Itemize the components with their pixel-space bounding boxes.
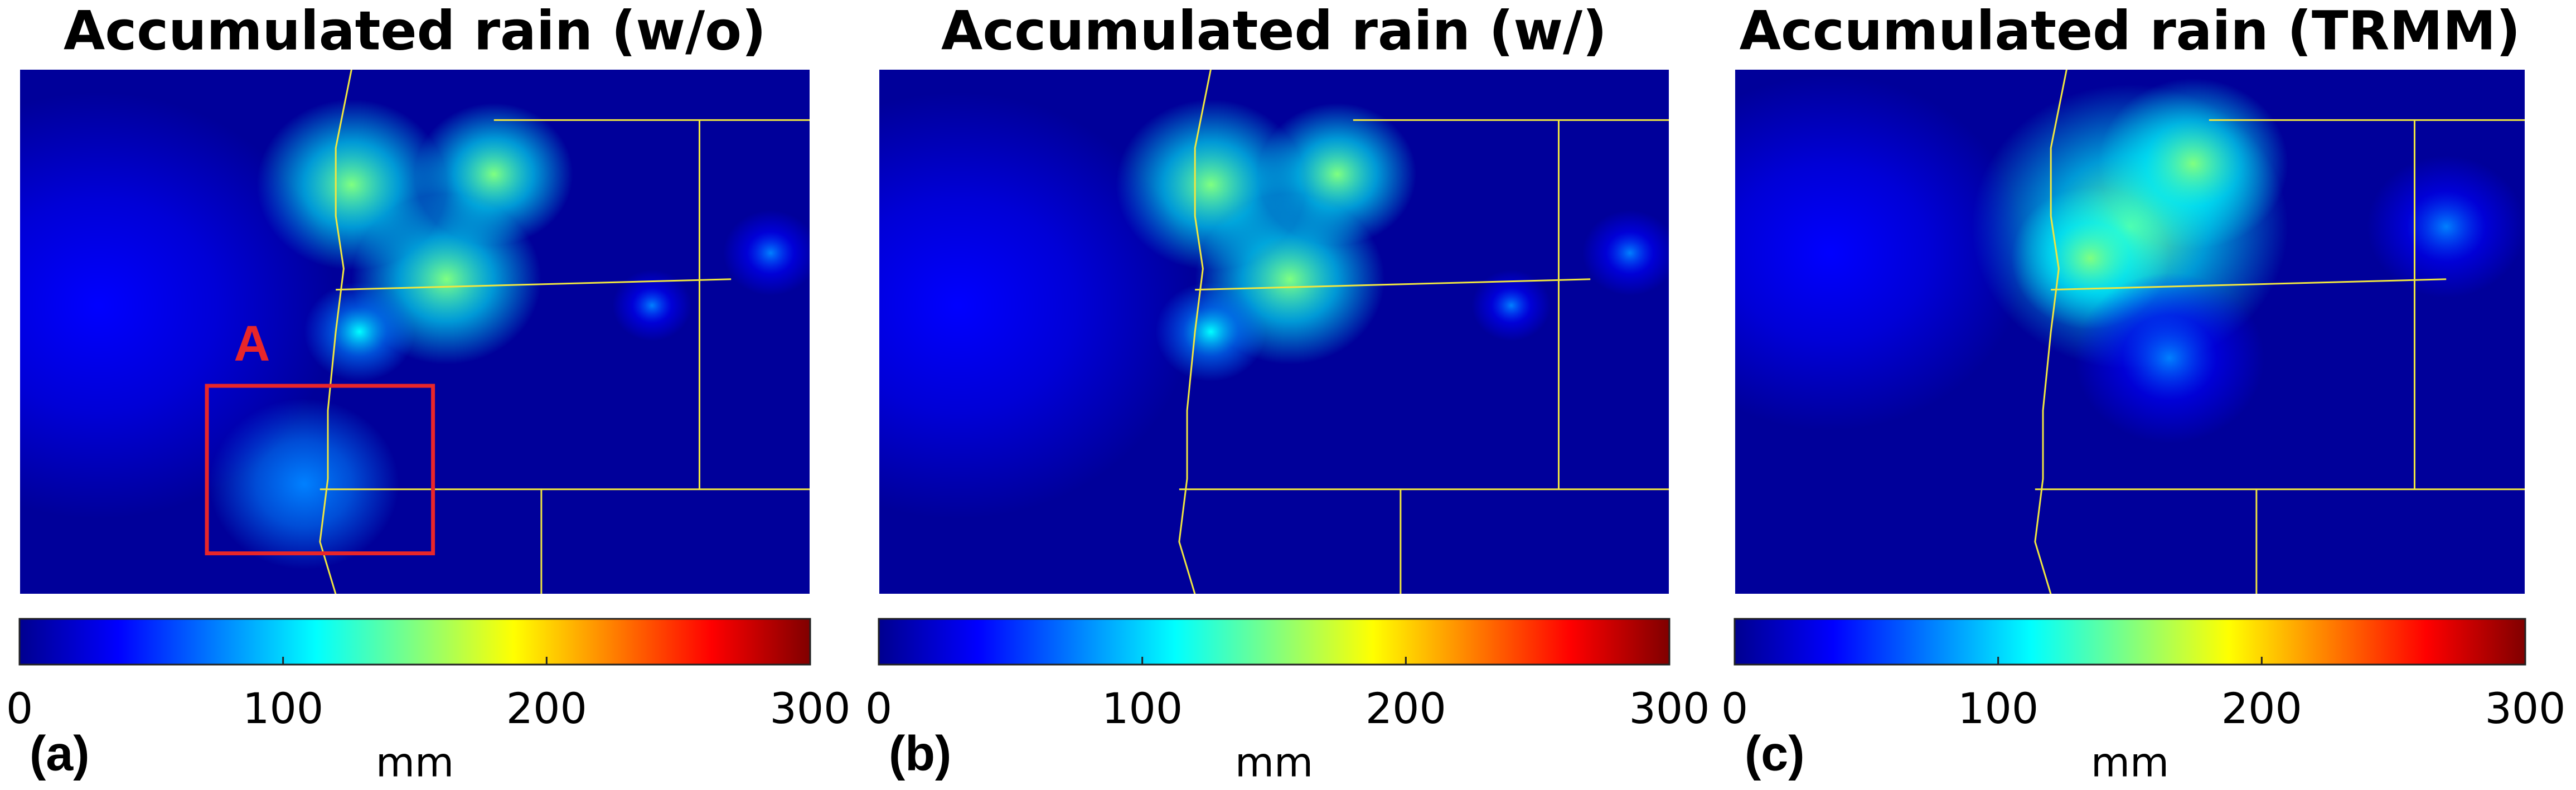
panel-label: (b) (889, 725, 951, 781)
rain-area (1471, 270, 1551, 341)
rain-area (2367, 156, 2525, 298)
colorbar-tick-label: 100 (1958, 684, 2038, 733)
map (20, 69, 810, 594)
rain-area (1582, 210, 1669, 296)
state-border (2051, 278, 2447, 291)
region-box (205, 384, 435, 556)
colorbar-tick-label: 300 (1629, 684, 1710, 733)
panel: Accumulated rain (TRMM) 0 100 200 300 mm (c) (1721, 0, 2566, 786)
panel: Accumulated rain (w/o) A 0 100 200 300 mm (a) (6, 0, 851, 786)
map-frame (878, 69, 1670, 595)
colorbar (878, 618, 1670, 666)
map (879, 69, 1669, 594)
colorbar-tick-label: 200 (506, 684, 587, 733)
coastline (1178, 69, 1212, 594)
panel-label: (a) (30, 725, 90, 781)
panel-label: (c) (1745, 725, 1805, 781)
colorbar-tick-label: 100 (243, 684, 323, 733)
colorbar-tick-label: 300 (769, 684, 850, 733)
region-label: A (234, 316, 270, 372)
panel-title: Accumulated rain (w/) (941, 0, 1607, 62)
map (1735, 69, 2525, 594)
colorbar-tick-label: 0 (1721, 684, 1748, 733)
colorbar-label: mm (376, 739, 454, 786)
colorbar-tick-label: 100 (1102, 684, 1183, 733)
state-border (1195, 278, 1591, 291)
coastline (319, 69, 353, 594)
panel-title: Accumulated rain (w/o) (64, 0, 766, 62)
map-frame (1734, 69, 2526, 595)
rain-area (879, 92, 1195, 519)
colorbar-tick-label: 200 (1366, 684, 1446, 733)
rain-area (723, 210, 810, 296)
panel: Accumulated rain (w/) 0 100 200 300 mm (b) (865, 0, 1710, 786)
rain-area (2098, 78, 2288, 249)
rain-area (20, 92, 336, 519)
panel-title: Accumulated rain (TRMM) (1740, 0, 2521, 62)
rain-area (612, 270, 692, 341)
rain-area (1735, 75, 2027, 431)
colorbar (18, 618, 811, 666)
colorbar-tick-label: 300 (2485, 684, 2565, 733)
colorbar-tick-label: 200 (2221, 684, 2302, 733)
colorbar-tick-label: 0 (865, 684, 892, 733)
colorbar-label: mm (1235, 739, 1313, 786)
coastline (2034, 69, 2068, 594)
colorbar-label: mm (2091, 739, 2169, 786)
state-border (336, 278, 732, 291)
colorbar (1734, 618, 2526, 666)
colorbar-tick-label: 0 (6, 684, 33, 733)
rain-area (2074, 272, 2265, 444)
map-frame (19, 69, 811, 595)
